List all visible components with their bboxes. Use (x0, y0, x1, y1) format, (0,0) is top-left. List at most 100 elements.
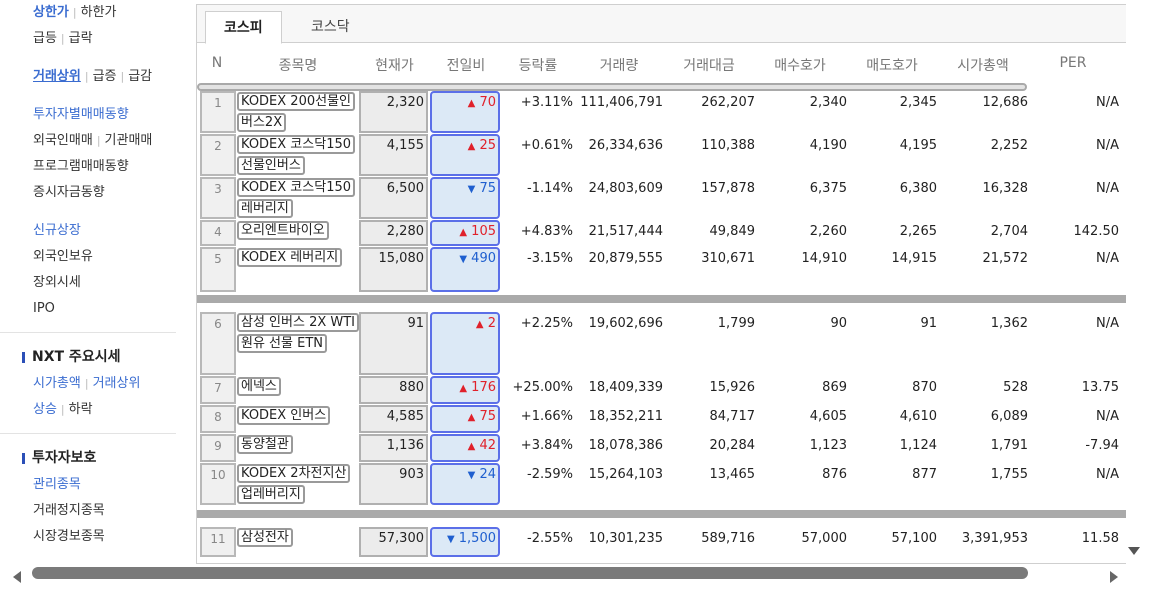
stock-name[interactable]: KODEX 레버리지 (237, 247, 355, 268)
link-volume-increase[interactable]: 급증 (92, 69, 117, 84)
link-foreign-holding[interactable]: 외국인보유 (33, 249, 93, 264)
link-upper-limit[interactable]: 상한가 (33, 5, 69, 20)
stock-name[interactable]: 삼성전자 (237, 527, 355, 548)
col-bid: 매수호가 (774, 58, 826, 74)
link-nxt-fall[interactable]: 하락 (68, 402, 93, 417)
link-managed-stocks[interactable]: 관리종목 (33, 477, 81, 492)
stock-name-link[interactable]: KODEX 인버스 (237, 406, 331, 425)
stock-name-link[interactable]: KODEX 코스닥150선물인버스 (237, 135, 356, 175)
volume: 18,409,339 (588, 380, 663, 395)
link-new-listing[interactable]: 신규상장 (33, 223, 81, 238)
change-value: ▼ 490 (430, 247, 500, 292)
per-value: N/A (1096, 316, 1119, 331)
link-suspended-stocks[interactable]: 거래정지종목 (33, 503, 105, 518)
col-amount: 거래대금 (683, 58, 735, 74)
divider (0, 332, 176, 333)
link-foreign-trade[interactable]: 외국인매매 (33, 133, 93, 148)
link-ipo[interactable]: IPO (33, 301, 55, 316)
investor-protection-title: 투자자보호 (0, 444, 176, 472)
sb-row-foreign-inst: 외국인매매 | 기관매매 (33, 128, 176, 154)
volume: 111,406,791 (580, 95, 663, 110)
up-arrow-icon: ▲ (467, 441, 476, 452)
stock-name-link[interactable]: KODEX 코스닥150레버리지 (237, 178, 356, 218)
rank-number: 2 (200, 134, 236, 176)
stock-name[interactable]: 삼성 인버스 2X WTI원유 선물 ETN (237, 312, 360, 354)
stock-name-link[interactable]: KODEX 200선물인버스2X (237, 92, 356, 132)
link-plunge[interactable]: 급락 (68, 31, 93, 46)
volume: 26,334,636 (588, 138, 663, 153)
per-value: 142.50 (1073, 224, 1120, 239)
stock-name[interactable]: KODEX 200선물인버스2X (237, 91, 356, 133)
link-otc[interactable]: 장외시세 (33, 275, 81, 290)
change-rate: -2.59% (527, 467, 573, 482)
tab-kospi[interactable]: 코스피 (205, 11, 282, 44)
bid-price: 1,123 (809, 438, 847, 453)
bid-price: 90 (830, 316, 847, 331)
volume: 18,352,211 (588, 409, 663, 424)
link-market-funds[interactable]: 증시자금동향 (33, 185, 105, 200)
up-arrow-icon: ▲ (459, 383, 468, 394)
link-nxt-top-volume[interactable]: 거래상위 (92, 376, 141, 391)
link-top-volume[interactable]: 거래상위 (33, 69, 81, 84)
table-row: 8 KODEX 인버스 4,585 ▲ 75 +1.66% 18,352,211 84,71… (197, 405, 1126, 433)
link-nxt-rise[interactable]: 상승 (33, 402, 57, 417)
stock-name-link[interactable]: KODEX 레버리지 (237, 248, 343, 267)
change-amount: 24 (479, 467, 496, 482)
scroll-down-icon[interactable] (1128, 547, 1140, 555)
link-institution-trade[interactable]: 기관매매 (104, 133, 153, 148)
col-ask: 매도호가 (866, 58, 918, 74)
stock-name[interactable]: 오리엔트바이오 (237, 220, 355, 241)
tab-kosdaq[interactable]: 코스닥 (311, 19, 350, 35)
table-row: 7 에넥스 880 ▲ 176 +25.00% 18,409,339 15,926 869 87… (197, 376, 1126, 404)
stock-name-link[interactable]: KODEX 2차전지산업레버리지 (237, 464, 351, 504)
stock-name[interactable]: 동양철관 (237, 434, 355, 455)
ask-price: 4,195 (899, 138, 937, 153)
stock-name-link[interactable]: 삼성전자 (237, 528, 293, 547)
stock-name[interactable]: 에넥스 (237, 376, 355, 397)
stock-name-link[interactable]: 오리엔트바이오 (237, 221, 329, 240)
volume: 15,264,103 (588, 467, 663, 482)
ask-price: 91 (920, 316, 937, 331)
market-cap: 16,328 (982, 181, 1029, 196)
stock-name[interactable]: KODEX 인버스 (237, 405, 355, 426)
left-sidebar: 상한가 | 하한가 급등 | 급락 거래상위 | 급증 | 급감 투자자별매매동향 외국인매매 |… (0, 0, 176, 565)
trade-amount: 157,878 (701, 181, 755, 196)
group-separator (197, 295, 1126, 303)
link-lower-limit[interactable]: 하한가 (80, 5, 117, 20)
horizontal-scrollbar[interactable] (0, 565, 1152, 589)
stock-name-link[interactable]: 삼성 인버스 2X WTI원유 선물 ETN (237, 313, 360, 353)
separator: | (96, 134, 101, 147)
divider (0, 433, 176, 434)
change-amount: 105 (471, 224, 496, 239)
stock-name[interactable]: KODEX 코스닥150레버리지 (237, 177, 356, 219)
stock-name-link[interactable]: 에넥스 (237, 377, 281, 396)
scroll-right-icon[interactable] (1110, 571, 1118, 583)
stock-name[interactable]: KODEX 코스닥150선물인버스 (237, 134, 356, 176)
rank-number: 5 (200, 247, 236, 292)
current-price: 903 (359, 463, 428, 505)
change-value: ▲ 42 (430, 434, 500, 462)
scrollbar-thumb[interactable] (32, 567, 1028, 579)
change-value: ▲ 70 (430, 91, 500, 133)
table-row: 2 KODEX 코스닥150선물인버스 4,155 ▲ 25 +0.61% 26,334,… (197, 134, 1126, 176)
stock-name-link[interactable]: 동양철관 (237, 435, 293, 454)
col-price: 현재가 (375, 58, 414, 74)
change-amount: 176 (471, 380, 496, 395)
volume: 21,517,444 (588, 224, 663, 239)
scroll-left-icon[interactable] (13, 571, 21, 583)
col-n: N (211, 55, 223, 71)
change-value: ▲ 75 (430, 405, 500, 433)
link-surge[interactable]: 급등 (33, 31, 57, 46)
link-nxt-market-cap[interactable]: 시가총액 (33, 376, 81, 391)
link-market-warning[interactable]: 시장경보종목 (33, 529, 105, 544)
nxt-section-title: NXT 주요시세 (0, 343, 176, 371)
link-investor-trend[interactable]: 투자자별매매동향 (33, 107, 129, 122)
ask-price: 2,265 (899, 224, 937, 239)
link-program-trade[interactable]: 프로그램매매동향 (33, 159, 129, 174)
stock-name[interactable]: KODEX 2차전지산업레버리지 (237, 463, 355, 505)
ask-price: 877 (912, 467, 937, 482)
current-price: 6,500 (359, 177, 428, 219)
link-volume-decrease[interactable]: 급감 (128, 69, 153, 84)
down-arrow-icon: ▼ (459, 254, 468, 265)
change-value: ▼ 24 (430, 463, 500, 505)
